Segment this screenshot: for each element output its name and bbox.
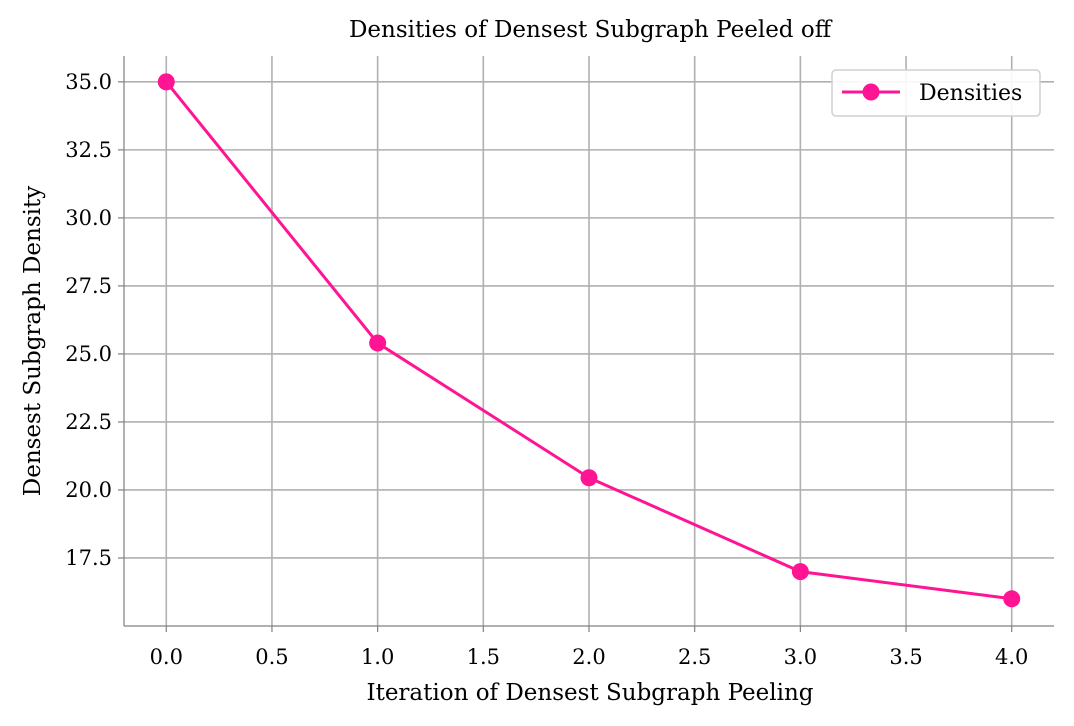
x-axis-label: Iteration of Densest Subgraph Peeling [366,680,813,706]
x-tick-label: 4.0 [995,645,1028,669]
x-tick-label: 0.0 [150,645,183,669]
y-tick-label: 25.0 [65,342,112,366]
y-axis-ticks: 17.5 20.0 22.5 25.0 27.5 30.0 32.5 35.0 [65,70,124,570]
y-tick-label: 27.5 [65,274,112,298]
legend-label: Densities [919,81,1022,106]
x-tick-label: 0.5 [255,645,288,669]
y-axis-label: Densest Subgraph Density [20,186,46,496]
chart-title: Densities of Densest Subgraph Peeled off [349,17,833,43]
y-tick-label: 20.0 [65,478,112,502]
y-tick-label: 22.5 [65,410,112,434]
legend-box [831,69,1041,117]
y-tick-label: 30.0 [65,206,112,230]
grid-lines [124,56,1054,626]
x-tick-label: 1.0 [361,645,394,669]
series [157,73,1021,608]
legend-marker-swatch [862,83,880,101]
legend: Densities [831,69,1041,117]
x-tick-label: 1.5 [467,645,500,669]
x-tick-label: 3.0 [784,645,817,669]
x-axis-ticks: 0.0 0.5 1.0 1.5 2.0 2.5 3.0 3.5 4.0 [150,626,1028,669]
x-tick-label: 3.5 [889,645,922,669]
y-tick-label: 35.0 [65,70,112,94]
data-point [580,469,598,487]
data-point [791,563,809,581]
data-point [1003,590,1021,608]
x-tick-label: 2.5 [678,645,711,669]
data-point [369,334,387,352]
y-tick-label: 32.5 [65,138,112,162]
x-tick-label: 2.0 [572,645,605,669]
y-tick-label: 17.5 [65,546,112,570]
data-point [157,73,175,91]
